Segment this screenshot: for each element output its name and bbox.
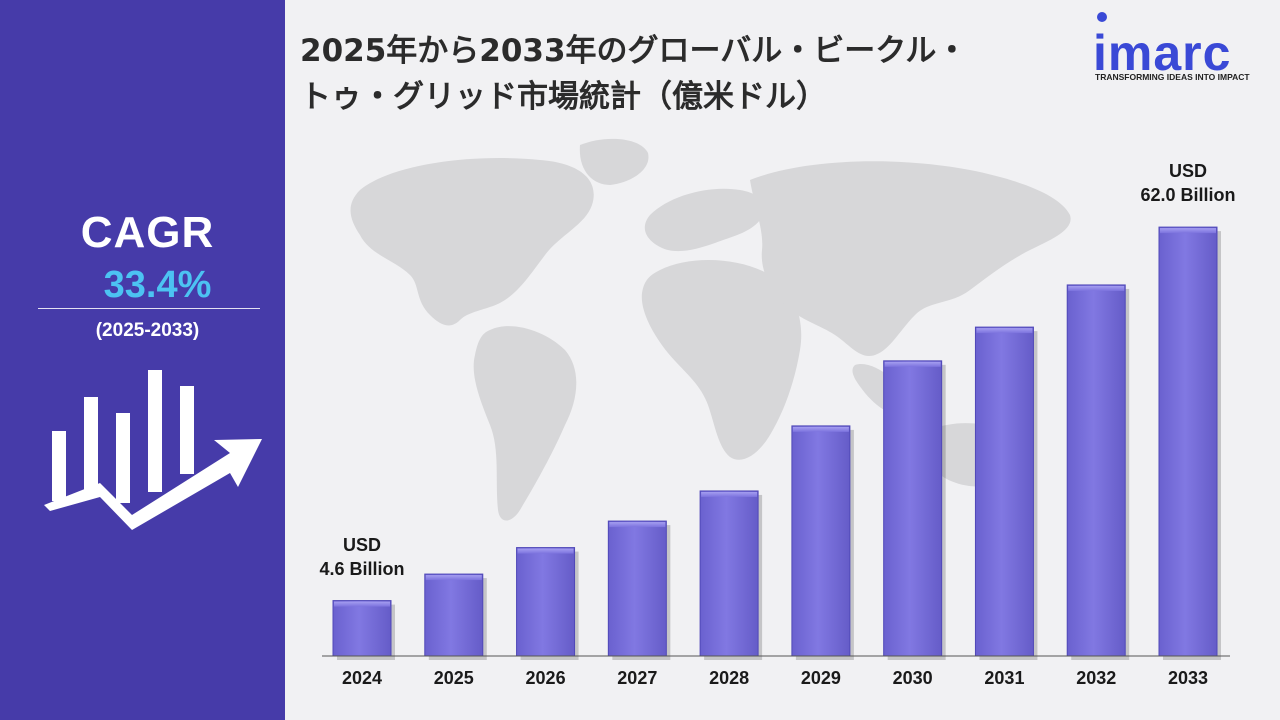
x-tick-label: 2033: [1168, 668, 1208, 688]
bar-2029: [791, 425, 851, 657]
bar-2032: [1066, 284, 1126, 657]
chart-title-line2: トゥ・グリッド市場統計（億米ドル）: [300, 79, 827, 115]
cagr-value: 33.4%: [103, 264, 212, 306]
chart-title-line1: 2025年から2033年のグローバル・ビークル・: [300, 33, 968, 69]
growth-chart-icon: [44, 370, 262, 530]
bar-top-bevel: [976, 328, 1033, 334]
x-tick-label: 2025: [434, 668, 474, 688]
cagr-period: (2025-2033): [95, 320, 200, 341]
bar-2024: [332, 600, 392, 657]
logo-tagline: TRANSFORMING IDEAS INTO IMPACT: [1095, 72, 1250, 82]
bar-top-bevel: [1068, 285, 1125, 291]
imarc-logo: imarc TRANSFORMING IDEAS INTO IMPACT: [1093, 12, 1263, 87]
bar-top-bevel: [334, 601, 390, 607]
x-tick-label: 2030: [893, 668, 933, 688]
bar-2030: [883, 360, 943, 657]
x-tick-label: 2027: [617, 668, 657, 688]
bar-2027: [607, 520, 667, 657]
bar-top-bevel: [517, 548, 574, 554]
bar-2028: [699, 490, 759, 657]
x-tick-label: 2031: [984, 668, 1024, 688]
bar-2033: [1158, 226, 1218, 657]
cagr-divider: [38, 308, 260, 309]
cagr-panel: CAGR 33.4% (2025-2033): [0, 0, 285, 720]
last-bar-annotation-currency: USD: [1168, 161, 1207, 182]
last-bar-annotation-value: 62.0 Billion: [1140, 185, 1236, 206]
last-bar-annotation: USD 62.0 Billion: [1118, 159, 1258, 207]
bar-top-bevel: [792, 426, 849, 432]
bar-top-bevel: [425, 575, 482, 581]
bar-2031: [974, 326, 1034, 657]
x-tick-label: 2032: [1076, 668, 1116, 688]
x-tick-label: 2029: [801, 668, 841, 688]
first-bar-annotation: USD 4.6 Billion: [292, 533, 432, 581]
logo-wordmark: imarc: [1093, 25, 1232, 81]
bar-2025: [424, 573, 484, 657]
bar-top-bevel: [609, 522, 666, 528]
first-bar-annotation-value: 4.6 Billion: [319, 558, 405, 579]
x-tick-label: 2026: [526, 668, 566, 688]
bar-2026: [516, 547, 576, 657]
first-bar-annotation-currency: USD: [342, 534, 381, 555]
logo-dot: [1097, 12, 1107, 22]
bar-top-bevel: [884, 361, 941, 367]
x-tick-label: 2024: [342, 668, 382, 688]
bar-top-bevel: [701, 491, 758, 497]
cagr-label: CAGR: [80, 208, 215, 257]
x-tick-label: 2028: [709, 668, 749, 688]
bar-top-bevel: [1160, 228, 1216, 234]
chart-title: 2025年から2033年のグローバル・ビークル・ トゥ・グリッド市場統計（億米ド…: [300, 28, 1100, 120]
